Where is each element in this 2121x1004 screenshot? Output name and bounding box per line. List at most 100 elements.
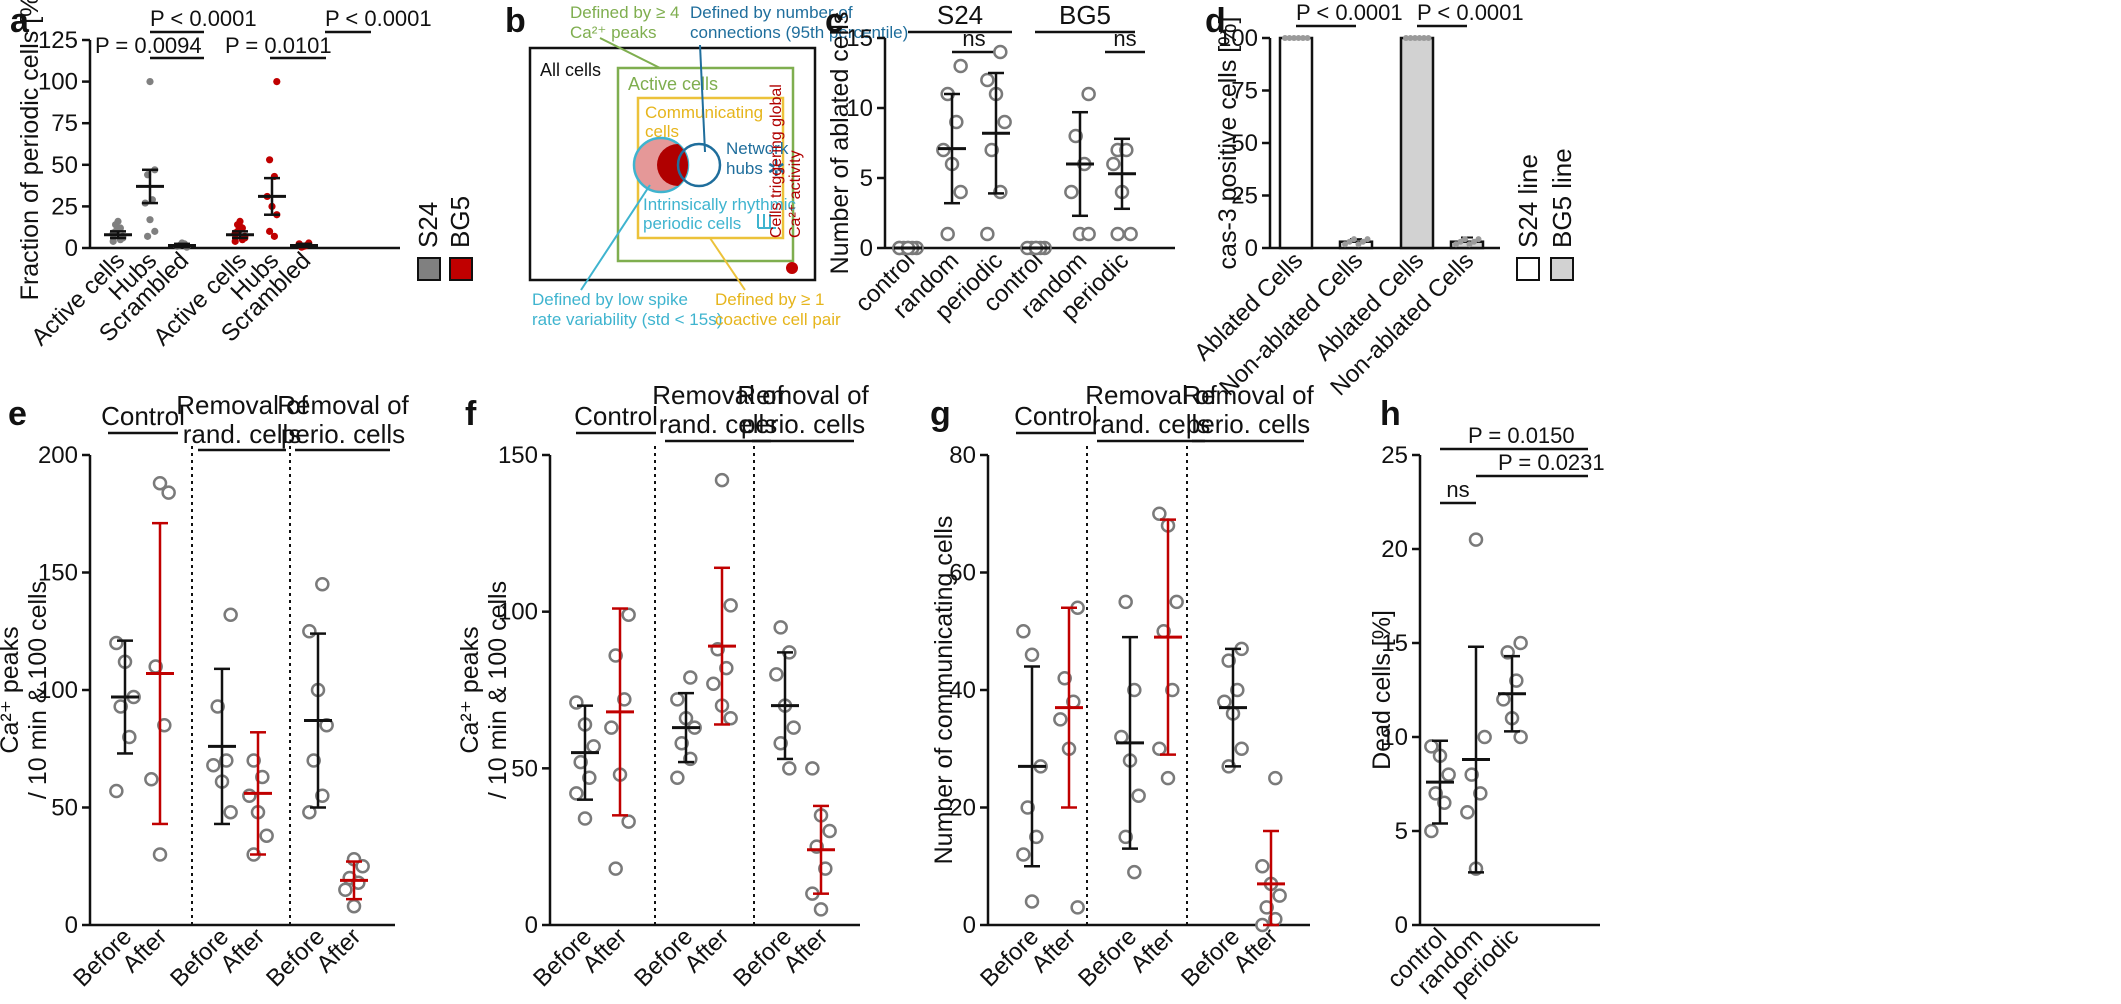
panel-c-ns-2: ns: [1113, 26, 1136, 51]
panel-e-ytick-label: 50: [51, 795, 78, 822]
network-hubs-label-2: hubs: [726, 159, 763, 178]
panel-h-dot: [1509, 673, 1524, 688]
panel-g-group-3b: perio. cells: [1186, 409, 1310, 439]
panel-f-x-label: After: [778, 923, 833, 978]
panel-f-group-2b: rand. cells: [659, 409, 778, 439]
panel-a-dot-bg5: [236, 217, 244, 225]
panel-h-label: h: [1380, 395, 1401, 433]
network-hubs-label-1: Network: [726, 139, 789, 158]
panel-e-dot: [346, 898, 362, 914]
panel-d-ytick-label: 0: [1245, 235, 1258, 262]
panel-b-label: b: [505, 2, 526, 40]
panel-g-group-1: Control: [1014, 401, 1098, 431]
panel-e-dot: [109, 635, 124, 651]
panel-d-dot: [1351, 236, 1357, 243]
panel-e-dot: [210, 699, 225, 714]
panel-f-dot: [723, 598, 738, 613]
network-hubs-circle: [676, 142, 722, 188]
panel-d-ytick-label: 50: [1231, 130, 1258, 157]
panel-f-dot: [714, 472, 730, 488]
panel-f-dot: [683, 670, 698, 685]
legend-bg5-line-label: BG5 line: [1547, 148, 1577, 248]
panel-a-dot-s24: [109, 237, 117, 245]
panel-e-dot: [223, 804, 238, 820]
panel-a-ytick-label: 75: [51, 110, 78, 137]
panel-c-dot: [1106, 156, 1121, 172]
connector-communicating: [709, 237, 746, 291]
panel-h-dot: [1460, 804, 1475, 820]
panel-e-ytick-label: 150: [38, 560, 78, 587]
communicating-label-2: cells: [645, 122, 679, 141]
panel-f-dot: [719, 660, 734, 676]
panel-d-dot: [1346, 238, 1353, 245]
connector-active: [599, 37, 661, 69]
panel-e-dot: [152, 847, 168, 862]
panel-f-ytick-label: 150: [498, 442, 538, 469]
panel-g-dot: [1053, 712, 1068, 727]
intrinsic-label-1: Intrinsically rhythmic: [643, 195, 797, 214]
panel-f-dot: [674, 736, 689, 751]
panel-c-dot: [1119, 142, 1134, 158]
panel-d-dot: [1355, 241, 1362, 248]
panel-f-group-3b: perio. cells: [741, 409, 865, 439]
panel-c-ytick-label: 5: [860, 165, 873, 192]
panel-d-pvalue-1: P < 0.0001: [1296, 0, 1403, 25]
panel-c-dot: [1081, 86, 1096, 102]
panel-d-dot: [1475, 236, 1482, 243]
panel-d-label: d: [1205, 2, 1226, 40]
def-spike-1: Defined by low spike: [532, 290, 688, 309]
panel-h-dot: [1424, 739, 1439, 754]
def-conn-2: connections (95th percentile): [690, 23, 908, 42]
panel-h-dot: [1441, 767, 1456, 782]
panel-g-dot: [1070, 900, 1085, 915]
panel-h-ytick-label: 5: [1395, 818, 1408, 845]
panel-c-dot: [980, 72, 995, 88]
panel-e-dot: [219, 753, 234, 768]
panel-g-dot: [1259, 900, 1274, 915]
panel-e-dot: [161, 485, 176, 500]
panel-d-dot: [1364, 236, 1371, 243]
panel-g-dot: [1230, 682, 1245, 698]
panel-f-dot: [773, 736, 788, 751]
panel-e-y-label-2: / 10 min & 100 cells: [24, 581, 52, 799]
def-spike-2: rate variability (std < 15s): [532, 310, 722, 329]
panel-g: g Control Removal of rand. cells Removal…: [930, 380, 1315, 992]
panel-d-dot: [1425, 35, 1432, 41]
panel-a-dot-s24: [146, 78, 154, 86]
panel-f-dot: [822, 823, 837, 839]
panel-f-y-label-2: / 10 min & 100 cells: [484, 581, 512, 799]
panel-e-dot: [223, 607, 238, 623]
panel-f-dot: [577, 811, 593, 826]
panel-e-ytick-label: 200: [38, 442, 78, 469]
panel-e-dot: [122, 729, 137, 745]
def-conn-1: Defined by number of: [690, 3, 853, 22]
panel-a-pvalue-1: P < 0.0001: [150, 6, 257, 31]
def-pair-2: coactive cell pair: [715, 310, 841, 329]
panel-d-ytick-label: 100: [1218, 25, 1258, 52]
panel-g-dot: [1057, 671, 1072, 686]
panel-a-ytick-label: 25: [51, 193, 78, 220]
panel-f-dot: [670, 770, 685, 785]
panel-a-pvalue-4: P = 0.0101: [225, 33, 332, 58]
panel-f-dot: [782, 761, 797, 776]
panel-f-dot: [582, 770, 597, 785]
panel-f-dot: [608, 648, 623, 663]
panel-e-dot: [109, 783, 124, 799]
panel-g-dot: [1020, 800, 1035, 815]
panel-c-dot: [997, 114, 1012, 130]
intrinsic-label-2: periodic cells: [643, 214, 741, 233]
panel-f-dot: [773, 620, 788, 635]
panel-a-dot-bg5: [273, 78, 281, 86]
panel-f-dot: [604, 720, 619, 735]
panel-g-label: g: [930, 395, 951, 433]
panel-d-dot: [1300, 35, 1306, 41]
panel-h-dot: [1464, 767, 1479, 782]
panel-d-dot: [1282, 35, 1288, 41]
panel-f-dot: [706, 676, 721, 691]
panel-g-dot: [1118, 594, 1133, 610]
panel-a-dot-bg5: [231, 237, 239, 245]
panel-c-dot: [993, 184, 1008, 200]
panel-d-dot: [1471, 238, 1477, 245]
panel-e-dot: [302, 804, 317, 820]
